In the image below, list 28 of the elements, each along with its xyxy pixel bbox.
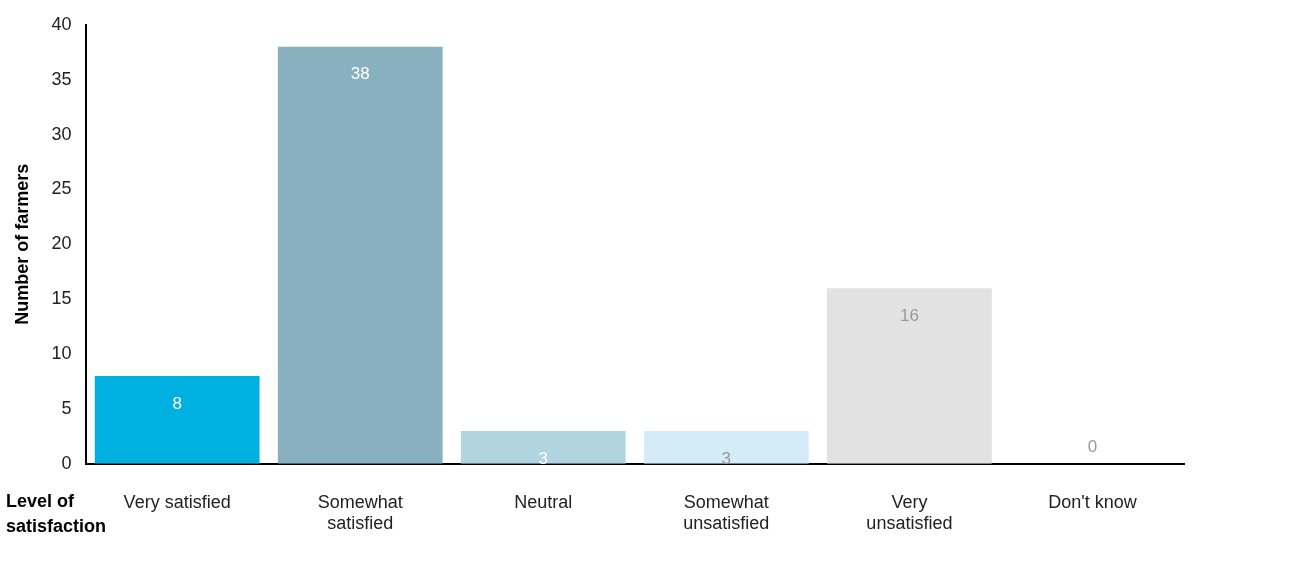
y-axis-title: Number of farmers bbox=[11, 163, 32, 325]
x-tick-label: Don't know bbox=[1048, 491, 1138, 512]
x-tick-label: Somewhat unsatisfied bbox=[683, 491, 770, 534]
y-tick-label: 30 bbox=[51, 123, 72, 144]
y-tick-label: 15 bbox=[51, 288, 72, 309]
x-tick-label: Very unsatisfied bbox=[866, 491, 953, 534]
data-label: 38 bbox=[350, 64, 370, 84]
data-label: 0 bbox=[1087, 437, 1098, 457]
bar bbox=[94, 376, 260, 464]
y-tick-label: 35 bbox=[51, 68, 72, 89]
bar bbox=[277, 46, 443, 464]
data-label: 3 bbox=[721, 448, 732, 468]
bar bbox=[460, 430, 626, 464]
bar bbox=[827, 288, 992, 464]
x-tick-label: Neutral bbox=[514, 491, 573, 512]
y-tick-label: 5 bbox=[61, 397, 72, 418]
data-label: 8 bbox=[172, 393, 182, 413]
bar bbox=[643, 430, 809, 464]
y-tick-label: 20 bbox=[51, 233, 72, 254]
data-label: 3 bbox=[538, 448, 549, 468]
data-label: 16 bbox=[899, 305, 919, 325]
x-tick-label: Somewhat satisfied bbox=[317, 491, 403, 534]
y-tick-label: 10 bbox=[51, 343, 72, 364]
y-tick-label: 25 bbox=[51, 178, 72, 199]
y-tick-label: 0 bbox=[61, 452, 72, 473]
y-tick-label: 40 bbox=[51, 13, 72, 34]
x-tick-label: Very satisfied bbox=[123, 491, 231, 512]
x-axis-title: Level of satisfaction bbox=[6, 490, 107, 536]
